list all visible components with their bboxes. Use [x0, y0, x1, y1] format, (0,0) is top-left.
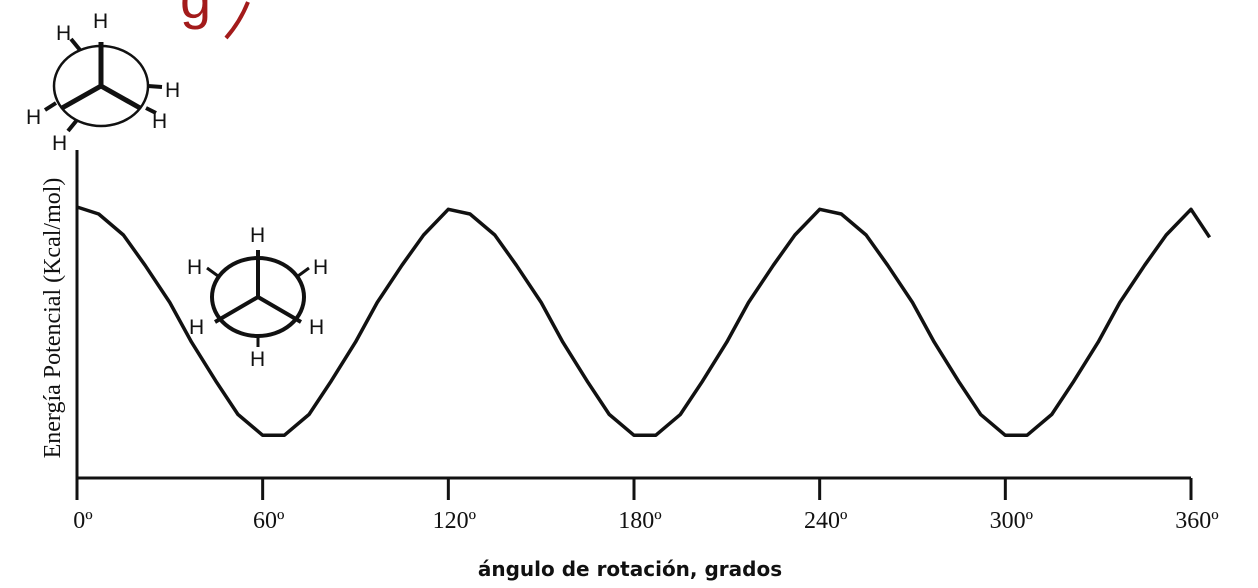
staggered-h-4: H	[189, 316, 204, 339]
x-tick-label-240: 240º	[804, 508, 848, 534]
staggered-newman-projection: H H H H H H	[187, 224, 328, 371]
staggered-h-6: H	[250, 348, 265, 371]
eclipsed-h-2: H	[93, 10, 108, 33]
eclipsed-bond-back-lower-left	[43, 101, 58, 112]
x-tick-label-180: 180º	[618, 508, 662, 534]
eclipsed-bond-front-right	[99, 83, 142, 111]
eclipsed-h-1: H	[56, 22, 71, 45]
x-tick-label-60: 60º	[253, 508, 285, 534]
y-axis-label: Energía Potencial (Kcal/mol)	[40, 178, 66, 459]
x-tick-label-0: 0º	[73, 508, 93, 534]
staggered-bond-front-left	[213, 295, 260, 324]
energy-curve	[76, 205, 1212, 438]
x-axis-ticks: 0º 60º 120º 180º 240º 300º 360º	[73, 478, 1219, 534]
x-tick-label-120: 120º	[433, 508, 477, 534]
eclipsed-h-3: H	[165, 79, 180, 102]
staggered-h-1: H	[250, 224, 265, 247]
eclipsed-bond-back-left	[66, 118, 79, 133]
eclipsed-newman-projection: H H H H H H	[26, 10, 180, 155]
staggered-bond-back-upper-right	[297, 266, 310, 278]
x-axis-label: ángulo de rotación, grados	[478, 557, 782, 581]
staggered-bond-front-right	[256, 295, 303, 324]
x-tick-label-300: 300º	[990, 508, 1034, 534]
eclipsed-bond-back-top	[69, 37, 82, 52]
eclipsed-bond-back-lower-right	[145, 106, 157, 115]
staggered-h-3: H	[313, 256, 328, 279]
header-fragment: g	[180, 0, 211, 30]
x-tick-label-360: 360º	[1175, 508, 1219, 534]
eclipsed-bond-back-right	[147, 84, 163, 89]
header-fragment-stroke	[224, 1, 250, 40]
eclipsed-h-5: H	[26, 106, 41, 129]
eclipsed-bond-front-left	[60, 83, 103, 111]
staggered-h-5: H	[309, 316, 324, 339]
staggered-bond-back-upper-left	[206, 266, 219, 278]
eclipsed-h-6: H	[52, 132, 67, 155]
eclipsed-h-4: H	[152, 110, 167, 133]
staggered-h-2: H	[187, 256, 202, 279]
